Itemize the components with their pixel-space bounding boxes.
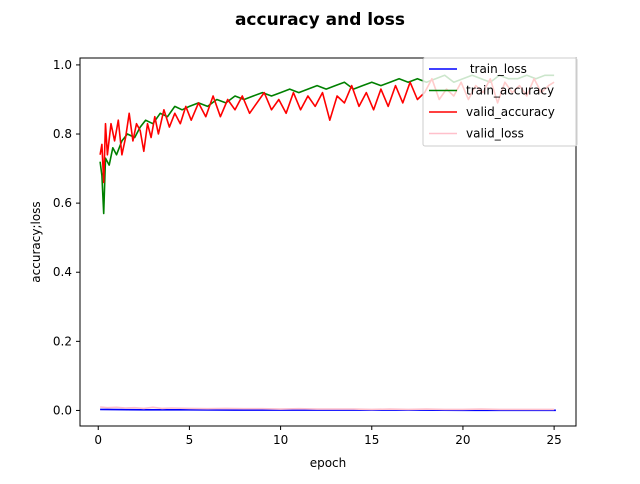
x-tick-label: 0 (94, 433, 102, 447)
x-tick-label: 15 (364, 433, 379, 447)
series-line-0 (100, 408, 556, 412)
y-tick-label: 0.8 (53, 127, 72, 141)
axis-ticks: 0 5 10 15 20 25 0.0 0.2 0.4 0.6 0.8 1.0 (53, 58, 562, 447)
legend-label-3: valid_loss (466, 127, 524, 141)
y-axis-label: accuracy;loss (29, 201, 43, 282)
x-tick-label: 25 (546, 433, 561, 447)
y-tick-label: 1.0 (53, 58, 72, 72)
y-tick-label: 0.6 (53, 196, 72, 210)
x-tick-label: 20 (455, 433, 470, 447)
plot-frame (79, 57, 577, 427)
legend: train_loss train_accuracy valid_accuracyva… (422, 57, 578, 147)
legend-label-0: train_loss (466, 62, 527, 76)
x-tick-label: 5 (186, 433, 194, 447)
x-tick-label: 10 (273, 433, 288, 447)
legend-label-1: train_accuracy (466, 84, 554, 98)
legend-box (422, 57, 578, 147)
y-tick-label: 0.4 (53, 265, 72, 279)
y-tick-label: 0.0 (53, 403, 72, 417)
x-axis-label: epoch (310, 456, 347, 470)
chart-title: accuracy and loss (235, 10, 405, 30)
series-line-3 (100, 406, 555, 411)
y-tick-label: 0.2 (53, 334, 72, 348)
legend-label-2: valid_accuracy (466, 105, 555, 119)
